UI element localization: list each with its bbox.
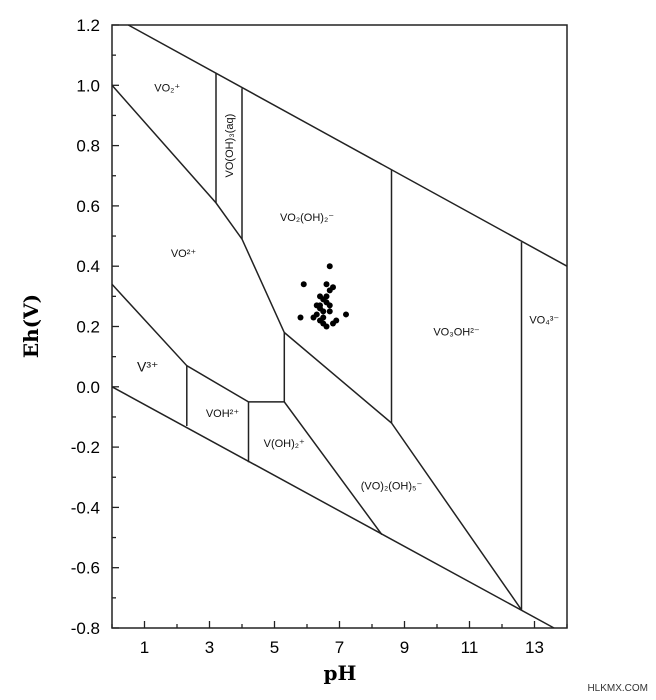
sample-point (326, 302, 333, 309)
region-label: VO²⁺ (171, 248, 197, 260)
axis-tick-labels: 1 3 5 7 9 11 131.21.00.80.60.40.20.0-0.2-0.4-0… (71, 16, 544, 657)
region-label: VO(OH)₃(aq) (224, 114, 236, 178)
y-tick-label: -0.8 (71, 619, 100, 638)
x-tick-label: 3 (205, 638, 214, 657)
y-tick-label: -0.4 (71, 498, 100, 517)
x-tick-label: 1 (140, 638, 149, 657)
sample-point (326, 308, 333, 315)
y-tick-label: 0.8 (76, 137, 100, 156)
y-tick-label: 1.0 (76, 76, 100, 95)
x-tick-label: 7 (335, 638, 344, 657)
x-tick-label: 13 (525, 638, 544, 657)
y-tick-label: -0.2 (71, 438, 100, 457)
x-tick-label: 11 (461, 638, 479, 657)
sample-point (323, 281, 330, 288)
plot-frame (111, 24, 568, 629)
region-label: VO₄³⁻ (529, 314, 559, 326)
axis-ticks (111, 24, 568, 629)
x-tick-label: 5 (270, 638, 279, 657)
y-tick-label: 0.2 (76, 318, 100, 337)
sample-point (330, 320, 336, 327)
sample-point (300, 281, 307, 288)
boundary-vo2-vo-upper (111, 84, 523, 611)
sample-point (313, 311, 320, 318)
sample-point (326, 263, 333, 270)
y-tick-label: -0.6 (71, 559, 100, 578)
x-tick-label: 9 (400, 638, 409, 657)
y-tick-label: 0.6 (76, 197, 100, 216)
boundary-water-lower (111, 386, 555, 629)
y-tick-label: 0.4 (76, 257, 100, 276)
region-label: VO₃OH²⁻ (433, 327, 480, 339)
sample-point (317, 302, 323, 309)
x-axis-title: pH (324, 661, 357, 685)
watermark-text: HLKMX.COM (587, 683, 648, 694)
sample-point (323, 293, 330, 300)
y-axis-title: Eh(V) (19, 294, 43, 358)
y-tick-label: 1.2 (76, 16, 100, 35)
region-label: VO₂⁺ (154, 82, 180, 94)
sample-point (320, 308, 327, 315)
region-label: VO₂(OH)₂⁻ (280, 212, 334, 224)
sample-point (320, 320, 327, 327)
y-tick-label: 0.0 (76, 378, 100, 397)
sample-points (297, 263, 349, 330)
region-label: VOH²⁺ (206, 408, 240, 420)
sample-point (320, 314, 327, 321)
boundary-water-upper (127, 24, 568, 267)
sample-point (330, 284, 336, 291)
region-label: (VO)₂(OH)₅⁻ (361, 480, 423, 492)
sample-point (343, 311, 349, 318)
species-region-labels: VO₂⁺ VO(OH)₃(aq) VO₂(OH)₂⁻ VO²⁺ VO₃OH²⁻ VO₄³⁻… (137, 82, 559, 492)
region-label: V³⁺ (137, 359, 158, 375)
sample-point (297, 314, 304, 321)
stability-boundaries (111, 24, 568, 629)
region-label: V(OH)₂⁺ (264, 438, 305, 450)
